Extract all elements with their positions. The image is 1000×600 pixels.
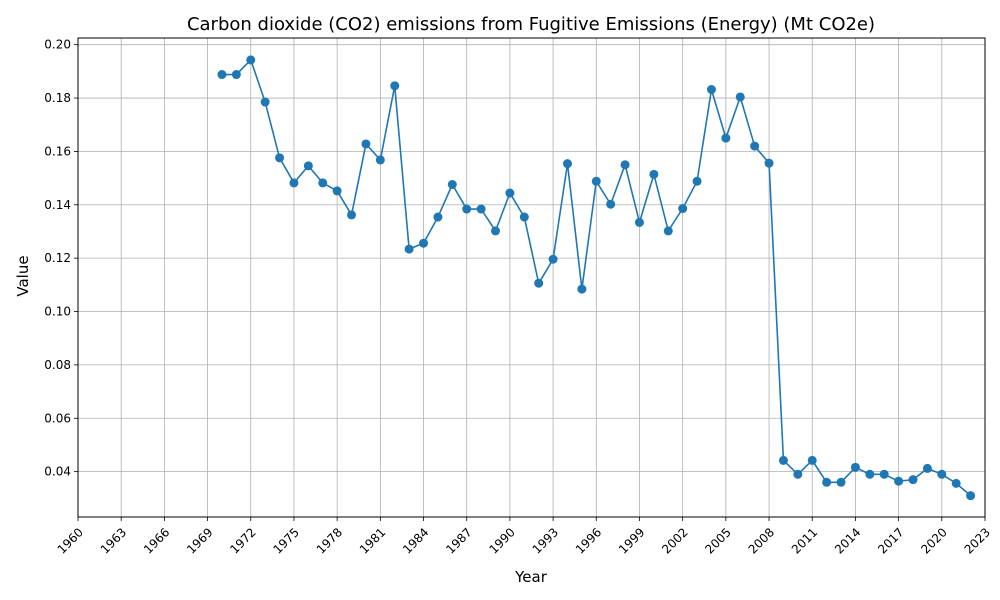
data-point xyxy=(894,476,904,486)
data-point xyxy=(663,226,673,236)
data-point xyxy=(246,55,256,65)
data-point xyxy=(548,254,558,264)
data-point xyxy=(778,455,788,465)
y-tick-label: 0.14 xyxy=(44,198,71,212)
data-point xyxy=(562,159,572,169)
plot-frame xyxy=(77,37,986,518)
data-point xyxy=(476,204,486,214)
x-axis-title: Year xyxy=(514,568,548,586)
data-point xyxy=(836,477,846,487)
data-point xyxy=(764,158,774,168)
data-point xyxy=(375,155,385,165)
data-point xyxy=(879,469,889,479)
data-point xyxy=(908,475,918,485)
y-axis-ticks: 0.04 0.06 0.08 0.10 0.12 0.14 0.16 0.18 0.20 xyxy=(44,38,78,479)
data-point xyxy=(634,217,644,227)
data-point xyxy=(678,204,688,214)
data-point xyxy=(706,85,716,95)
y-tick-label: 0.10 xyxy=(44,305,71,319)
data-point xyxy=(750,141,760,151)
data-point xyxy=(591,176,601,186)
data-point xyxy=(433,212,443,222)
y-tick-label: 0.18 xyxy=(44,91,71,105)
data-point xyxy=(447,180,457,190)
y-axis-title: Value xyxy=(14,255,32,296)
data-point xyxy=(505,188,515,198)
data-point xyxy=(649,169,659,179)
data-point xyxy=(275,153,285,163)
data-point xyxy=(260,97,270,107)
data-point xyxy=(404,244,414,254)
data-point xyxy=(491,226,501,236)
data-point xyxy=(951,478,961,488)
data-point xyxy=(807,455,817,465)
data-point xyxy=(692,176,702,186)
data-point xyxy=(606,199,616,209)
data-series xyxy=(217,55,976,501)
data-point xyxy=(966,491,976,501)
data-point xyxy=(534,278,544,288)
y-tick-label: 0.16 xyxy=(44,144,71,158)
y-tick-label: 0.20 xyxy=(44,38,71,52)
data-point xyxy=(822,477,832,487)
data-point xyxy=(347,210,357,220)
y-tick-label: 0.08 xyxy=(44,358,71,372)
data-point xyxy=(865,469,875,479)
data-point xyxy=(318,178,328,188)
data-point xyxy=(577,284,587,294)
data-point xyxy=(735,92,745,102)
data-point xyxy=(332,186,342,196)
data-point xyxy=(620,160,630,170)
data-point xyxy=(721,133,731,143)
data-point xyxy=(303,161,313,171)
data-point xyxy=(850,462,860,472)
data-point xyxy=(937,469,947,479)
grid-lines xyxy=(77,38,986,517)
y-tick-label: 0.06 xyxy=(44,411,71,425)
y-tick-label: 0.04 xyxy=(44,465,71,479)
data-point xyxy=(419,238,429,248)
data-point xyxy=(361,139,371,149)
data-point xyxy=(462,204,472,214)
data-point xyxy=(231,70,241,80)
data-point xyxy=(289,178,299,188)
data-point xyxy=(519,212,529,222)
data-point xyxy=(793,469,803,479)
data-point xyxy=(217,70,227,80)
data-point xyxy=(922,463,932,473)
y-tick-label: 0.12 xyxy=(44,251,71,265)
data-point xyxy=(390,81,400,91)
chart-title: Carbon dioxide (CO2) emissions from Fugi… xyxy=(187,14,875,35)
